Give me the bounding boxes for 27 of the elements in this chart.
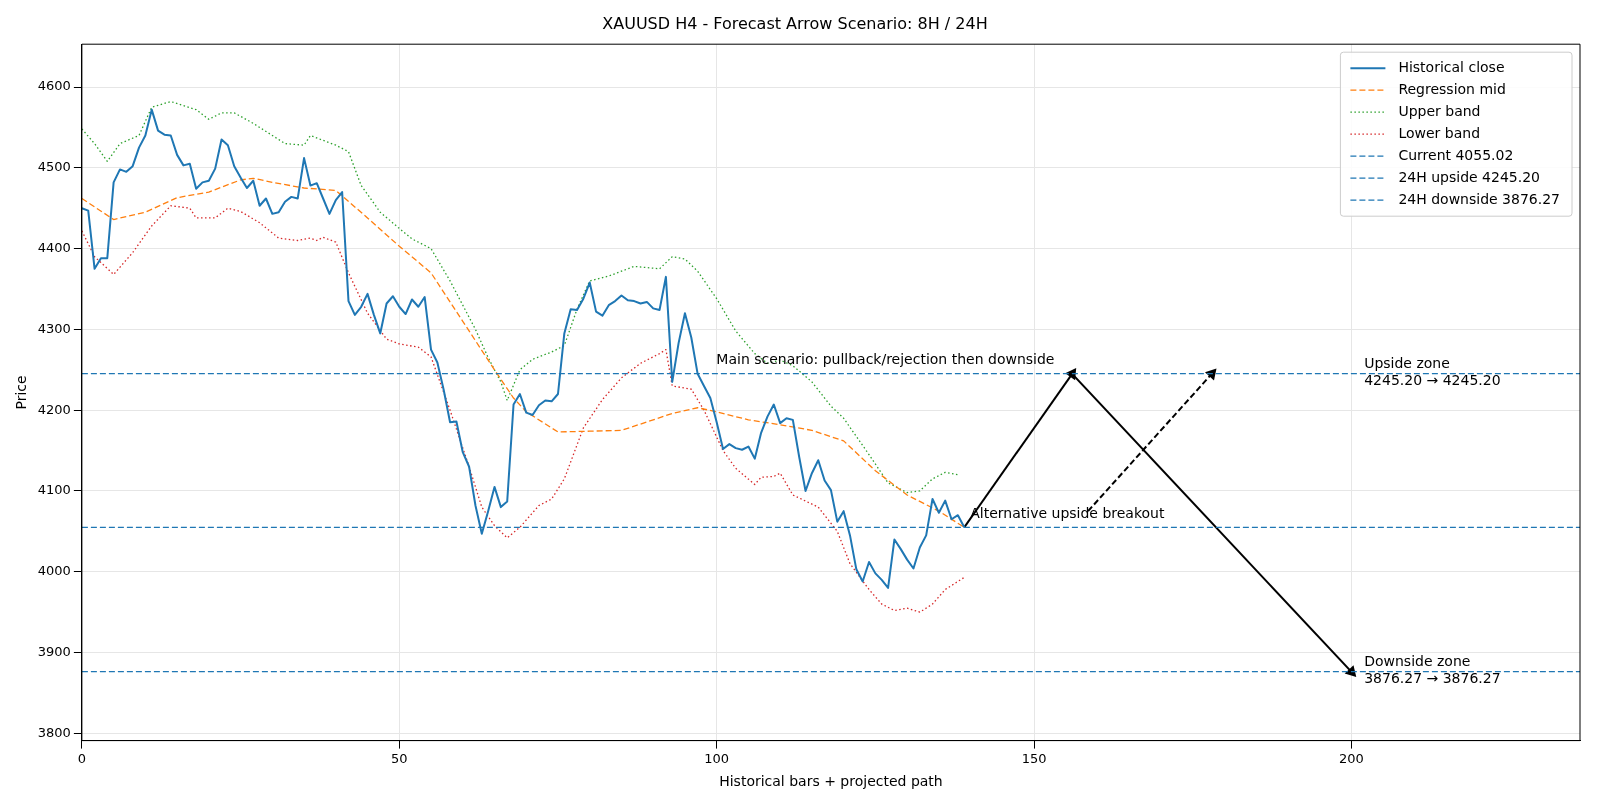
legend-label: Historical close (1398, 58, 1505, 75)
y-tick-label: 4400 (37, 239, 71, 255)
y-tick-label: 4100 (37, 482, 71, 498)
y-axis-title: Price (13, 375, 30, 410)
y-tick-label: 3800 (37, 724, 71, 740)
y-tick-label: 4500 (37, 159, 71, 175)
x-tick-label: 200 (1339, 750, 1364, 766)
legend-label: 24H upside 4245.20 (1398, 168, 1540, 185)
legend-label: Lower band (1398, 124, 1481, 141)
y-tick-label: 4300 (37, 320, 71, 336)
x-tick-label: 150 (1021, 750, 1047, 766)
annotation: Main scenario: pullback/rejection then downside (716, 351, 1055, 368)
chart-title: XAUUSD H4 - Forecast Arrow Scenario: 8H / 24H (602, 13, 988, 33)
x-tick-label: 50 (391, 750, 408, 766)
legend-label: 24H downside 3876.27 (1398, 190, 1561, 207)
y-tick-label: 4200 (37, 401, 71, 417)
annotation: Upside zone 4245.20 → 4245.20 (1364, 355, 1501, 389)
x-tick-label: 0 (77, 750, 87, 766)
legend-label: Current 4055.02 (1398, 146, 1514, 163)
x-axis-title: Historical bars + projected path (719, 773, 943, 790)
y-tick-label: 3900 (37, 643, 71, 659)
annotation: Downside zone 3876.27 → 3876.27 (1364, 653, 1501, 687)
y-tick-label: 4600 (37, 78, 71, 94)
legend-label: Regression mid (1398, 80, 1506, 97)
y-tick-label: 4000 (37, 563, 71, 579)
legend-label: Upper band (1398, 102, 1481, 119)
x-tick-label: 100 (704, 750, 730, 766)
